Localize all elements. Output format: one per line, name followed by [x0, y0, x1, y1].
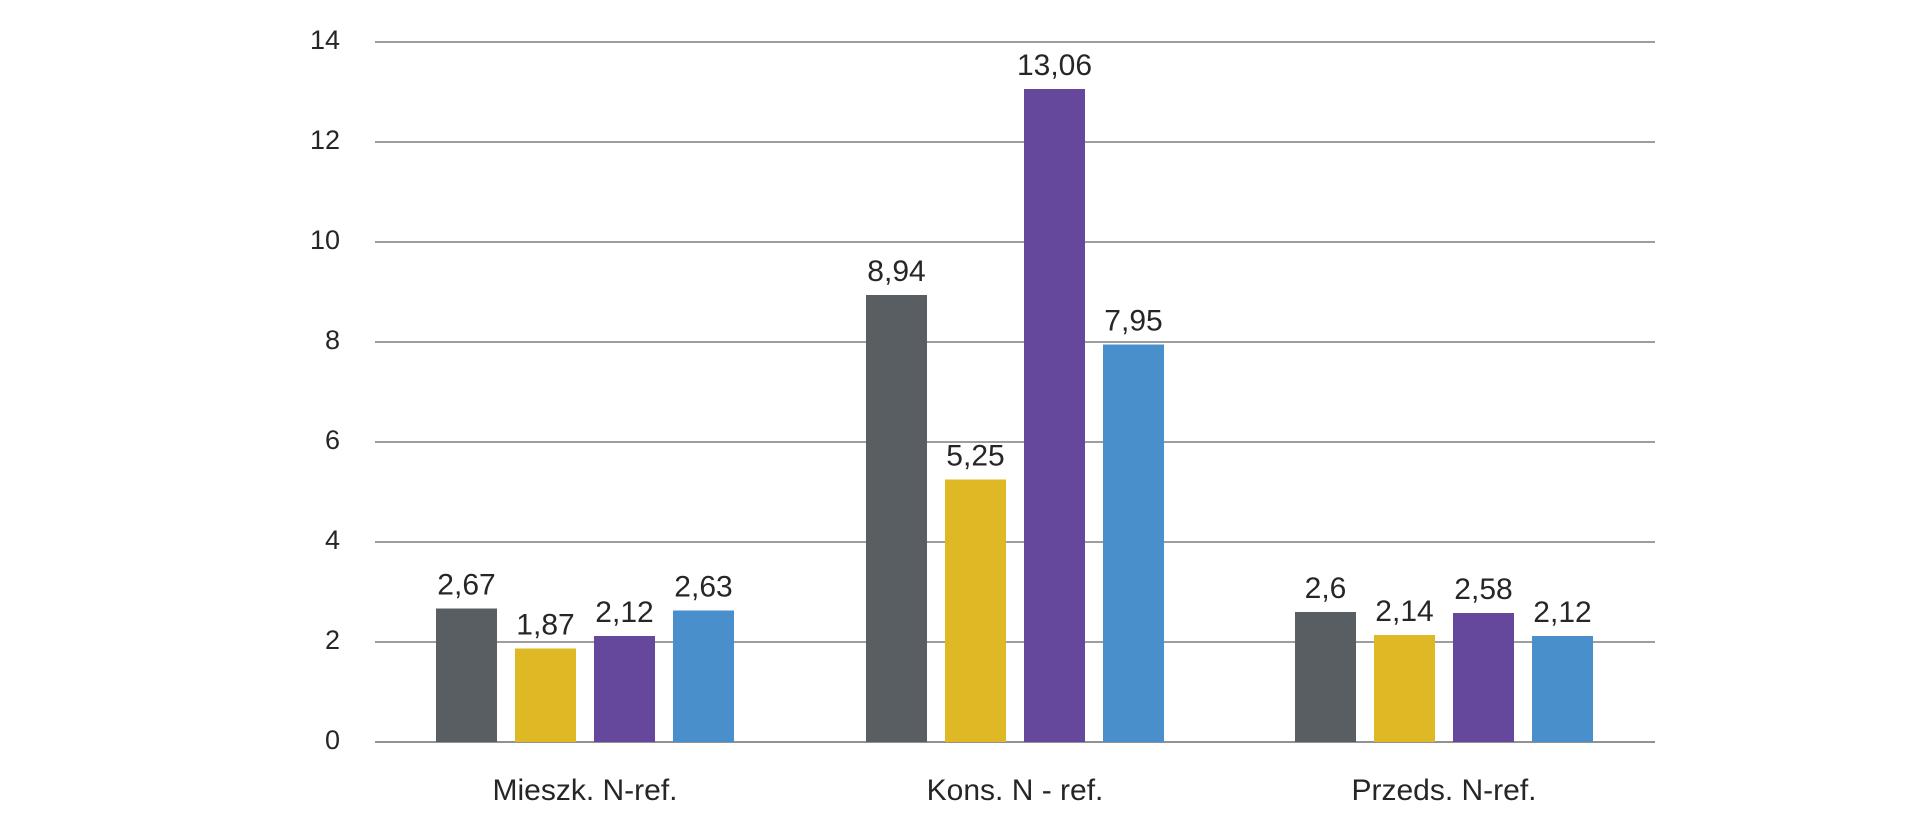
bar — [1453, 613, 1514, 742]
bar — [1024, 89, 1085, 742]
x-category-label: Mieszk. N-ref. — [492, 774, 677, 807]
bars — [436, 89, 1593, 742]
bar — [673, 610, 734, 742]
data-label: 5,25 — [946, 440, 1004, 473]
bar — [436, 608, 497, 742]
data-label: 13,06 — [1017, 49, 1092, 82]
bar — [515, 648, 576, 742]
data-label: 7,95 — [1104, 305, 1162, 338]
data-label: 2,58 — [1454, 573, 1512, 606]
data-label: 2,14 — [1375, 595, 1433, 628]
bar — [594, 636, 655, 742]
y-tick-label: 14 — [310, 25, 340, 55]
y-axis-ticks: 0 2 4 6 8 10 12 14 — [310, 25, 340, 755]
y-tick-label: 4 — [325, 525, 340, 555]
data-label: 1,87 — [516, 609, 574, 642]
y-tick-label: 6 — [325, 425, 340, 455]
y-tick-label: 2 — [325, 625, 340, 655]
x-category-label: Kons. N - ref. — [927, 774, 1104, 807]
x-category-label: Przeds. N-ref. — [1351, 774, 1536, 807]
y-tick-label: 12 — [310, 125, 340, 155]
y-tick-label: 0 — [325, 725, 340, 755]
data-label: 2,12 — [595, 596, 653, 629]
data-label: 2,6 — [1305, 572, 1347, 605]
data-labels: 2,67 1,87 2,12 2,63 8,94 5,25 13,06 7,95 2,6 2,14… — [437, 49, 1591, 642]
gridlines — [375, 41, 1655, 743]
data-label: 2,63 — [674, 571, 732, 604]
bar — [945, 479, 1006, 742]
data-label: 8,94 — [867, 255, 925, 288]
bar — [866, 295, 927, 742]
bar — [1374, 635, 1435, 742]
y-tick-label: 10 — [310, 225, 340, 255]
data-label: 2,67 — [437, 569, 495, 602]
y-tick-label: 8 — [325, 325, 340, 355]
data-label: 2,12 — [1533, 596, 1591, 629]
x-axis-categories: Mieszk. N-ref. Kons. N - ref. Przeds. N-re… — [492, 774, 1536, 807]
bar — [1532, 636, 1593, 742]
bar — [1103, 344, 1164, 742]
bar — [1295, 612, 1356, 742]
